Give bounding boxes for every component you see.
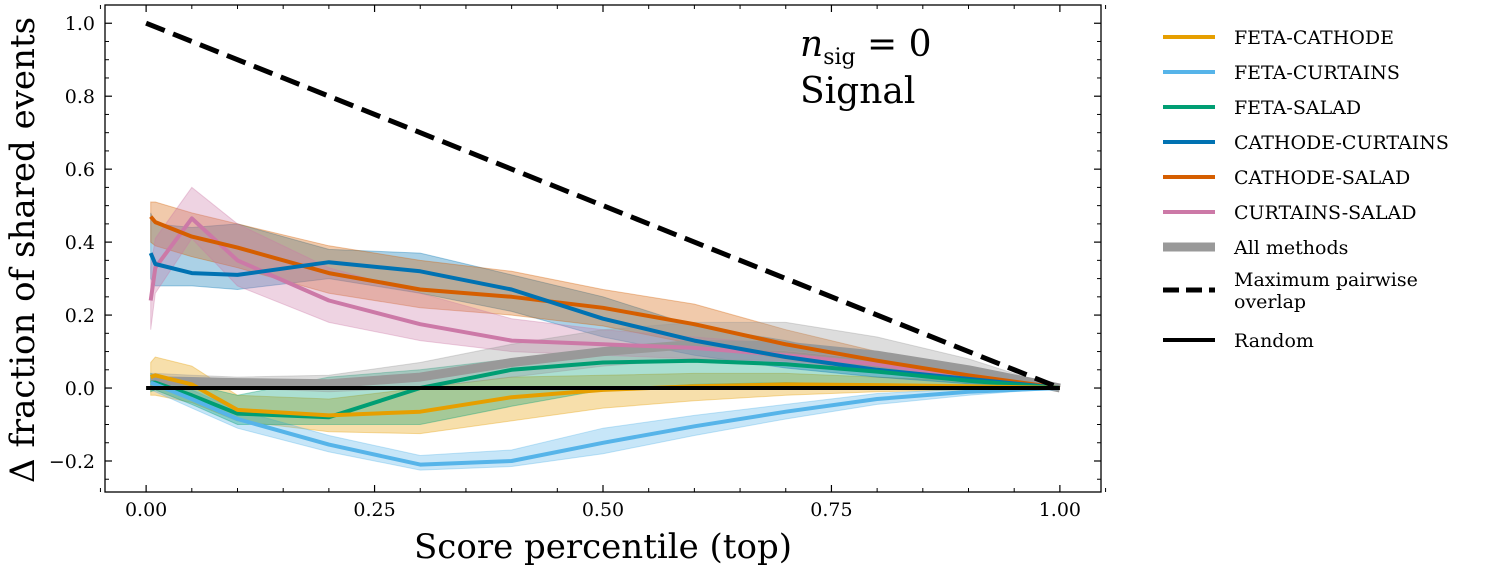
annotation-signal: Signal bbox=[800, 71, 915, 112]
annotation-sub: sig bbox=[823, 45, 855, 70]
line-curtains-salad bbox=[148, 216, 1061, 390]
line-feta-curtains bbox=[149, 380, 1060, 467]
legend-item-feta-cathode: FETA-CATHODE bbox=[1163, 27, 1394, 49]
legend-item-feta-curtains: FETA-CURTAINS bbox=[1163, 62, 1400, 84]
y-axis-label: Δ fraction of shared events bbox=[3, 17, 43, 483]
legend: FETA-CATHODE FETA-CURTAINS FETA-SALAD CATHO… bbox=[1163, 27, 1449, 352]
line-feta-salad bbox=[150, 358, 1061, 420]
legend-label: All methods bbox=[1233, 237, 1348, 259]
x-tick-label: 0.25 bbox=[353, 499, 395, 521]
x-tick-label: 1.00 bbox=[1039, 499, 1081, 521]
annotation-var: n bbox=[800, 24, 823, 65]
line-cathode-salad bbox=[149, 215, 1061, 390]
legend-label: CURTAINS-SALAD bbox=[1234, 202, 1416, 224]
line-feta-cathode bbox=[149, 373, 1060, 418]
x-axis-label: Score percentile (top) bbox=[414, 527, 792, 567]
annotation-eq: = 0 bbox=[856, 24, 932, 65]
legend-item-feta-salad: FETA-SALAD bbox=[1163, 97, 1361, 119]
legend-label: FETA-CURTAINS bbox=[1234, 62, 1400, 84]
legend-item-cathode-salad: CATHODE-SALAD bbox=[1163, 167, 1410, 189]
line-maximum-pairwise-overlap bbox=[145, 20, 1061, 391]
legend-label: FETA-CATHODE bbox=[1234, 27, 1394, 49]
legend-label: Random bbox=[1234, 330, 1314, 352]
y-tick-label: 0.4 bbox=[65, 232, 95, 254]
legend-label: overlap bbox=[1234, 291, 1306, 313]
y-tick-label: 0.6 bbox=[65, 159, 95, 181]
legend-label: CATHODE-CURTAINS bbox=[1234, 132, 1449, 154]
x-tick-label: 0.50 bbox=[582, 499, 624, 521]
legend-item-random: Random bbox=[1163, 330, 1314, 352]
x-tick-label: 0.00 bbox=[125, 499, 167, 521]
axis-ticks bbox=[99, 4, 1107, 492]
legend-label: Maximum pairwise bbox=[1234, 269, 1418, 291]
axis-tick-labels: 0.00 0.25 0.50 0.75 1.00 −0.2 0.0 0.2 0.4 0.6 0.8 1… bbox=[49, 13, 1081, 521]
y-tick-label: 1.0 bbox=[65, 13, 95, 35]
legend-label: FETA-SALAD bbox=[1234, 97, 1361, 119]
y-tick-label: −0.2 bbox=[49, 451, 95, 473]
legend-item-curtains-salad: CURTAINS-SALAD bbox=[1163, 202, 1416, 224]
legend-item-all-methods: All methods bbox=[1163, 237, 1348, 259]
annotation-nsig: nsig = 0 bbox=[800, 24, 932, 70]
legend-label: CATHODE-SALAD bbox=[1234, 167, 1410, 189]
y-tick-label: 0.2 bbox=[65, 305, 95, 327]
x-tick-label: 0.75 bbox=[810, 499, 852, 521]
y-tick-label: 0.8 bbox=[65, 86, 95, 108]
line-all-methods bbox=[150, 339, 1061, 393]
confidence-bands bbox=[150, 186, 1061, 471]
legend-item-cathode-curtains: CATHODE-CURTAINS bbox=[1163, 132, 1449, 154]
y-tick-label: 0.0 bbox=[65, 378, 95, 400]
series-lines bbox=[145, 20, 1061, 467]
